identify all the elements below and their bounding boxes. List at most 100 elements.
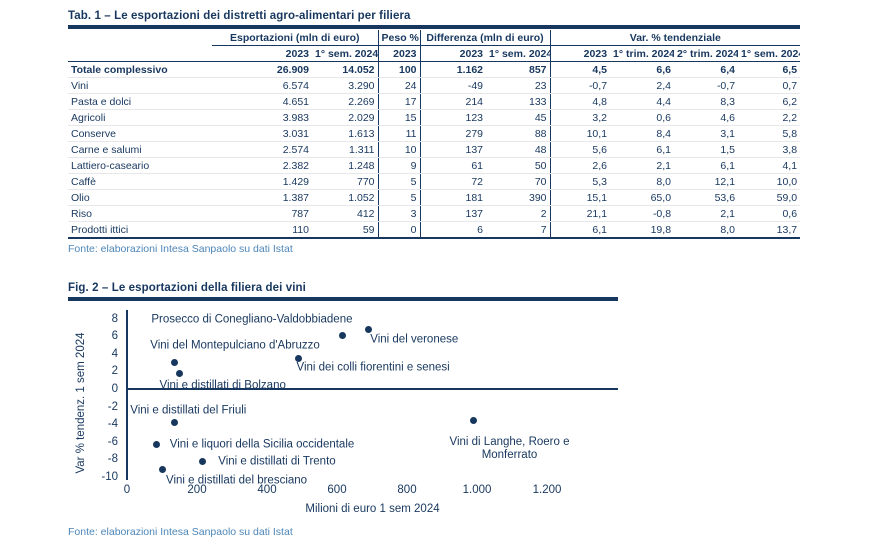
x-axis-zero-line	[127, 388, 618, 390]
cell-value: 181	[420, 189, 487, 206]
y-tick-label: -2	[107, 400, 118, 413]
data-point-label: Vini e liquori della Sicilia occidentale	[169, 438, 355, 451]
cell-value: 2,4	[610, 77, 675, 94]
cell-value: 19,8	[610, 221, 675, 239]
cell-value: 4.651	[212, 93, 312, 110]
column-header: 1° trim. 2024	[610, 45, 675, 62]
cell-value: 1.311	[312, 141, 379, 158]
cell-value: 14.052	[312, 61, 379, 78]
data-point-label: Vini e distillati di Trento	[218, 455, 336, 468]
cell-value: 2.029	[312, 109, 379, 126]
cell-value: 5,6	[550, 141, 611, 158]
cell-value: 3,1	[674, 125, 739, 142]
data-point	[198, 457, 206, 465]
cell-value: 5	[378, 189, 421, 206]
exports-table: Esportazioni (mln di euro) Peso % Differen…	[68, 30, 801, 239]
table-row: Caffè 1.429 770 5 72 70 5,3 8,0 12,1 10,0	[68, 173, 801, 190]
cell-value: 1.387	[212, 189, 312, 206]
column-header: 2023	[212, 45, 312, 62]
row-label: Olio	[68, 189, 212, 206]
data-point	[170, 418, 178, 426]
cell-value: 88	[486, 125, 551, 142]
cell-value: 3,2	[550, 109, 611, 126]
table-row: Agricoli 3.983 2.029 15 123 45 3,2 0,6 4,6 2,2	[68, 109, 801, 126]
cell-value: 1.162	[420, 61, 487, 78]
cell-value: 0,6	[610, 109, 675, 126]
cell-value: 2,6	[550, 157, 611, 174]
cell-value: 857	[486, 61, 551, 78]
cell-value: 214	[420, 93, 487, 110]
cell-value: 70	[486, 173, 551, 190]
column-header: 2023	[550, 45, 611, 62]
cell-value: -0,7	[674, 77, 739, 94]
data-point-label: Vini e distillati del bresciano	[166, 474, 308, 487]
table-subheader-row: 2023 1° sem. 2024 2023 2023 1° sem. 2024 2023…	[68, 45, 801, 62]
cell-value: 4,1	[738, 157, 801, 174]
cell-value: 59,0	[738, 189, 801, 206]
cell-value: 123	[420, 109, 487, 126]
x-tick-label: 400	[257, 484, 277, 496]
cell-value: 26.909	[212, 61, 312, 78]
cell-value: 8,3	[674, 93, 739, 110]
data-point	[158, 466, 166, 474]
group-header: Var. % tendenziale	[550, 30, 801, 46]
cell-value: 45	[486, 109, 551, 126]
figure2-source: Fonte: elaborazioni Intesa Sanpaolo su d…	[68, 526, 293, 538]
x-tick-label: 1.000	[462, 484, 492, 496]
group-header: Differenza (mln di euro)	[420, 30, 551, 46]
table-row: Vini 6.574 3.290 24 -49 23 -0,7 2,4 -0,7 0,7	[68, 77, 801, 94]
row-label: Pasta e dolci	[68, 93, 212, 110]
cell-value: 61	[420, 157, 487, 174]
cell-value: 65,0	[610, 189, 675, 206]
column-header: 1° sem. 2024	[312, 45, 379, 62]
data-point	[365, 325, 372, 333]
y-tick-label: 6	[111, 330, 118, 343]
cell-value: 5,3	[550, 173, 611, 190]
cell-value: 0	[378, 221, 421, 239]
data-point-label: Prosecco di Conegliano-Valdobbiadene	[151, 313, 353, 326]
y-tick-label: -6	[107, 435, 118, 448]
cell-value: 770	[312, 173, 379, 190]
y-tick-label: 2	[111, 365, 118, 378]
table-group-header-row: Esportazioni (mln di euro) Peso % Differen…	[68, 30, 801, 46]
x-axis-label: Milioni di euro 1 sem 2024	[305, 503, 440, 515]
report-page: Tab. 1 – Le esportazioni dei distretti a…	[68, 10, 801, 538]
data-point	[170, 359, 178, 367]
table1-title: Tab. 1 – Le esportazioni dei distretti a…	[68, 10, 800, 29]
cell-value: 8,4	[610, 125, 675, 142]
cell-value: 0,6	[738, 205, 801, 222]
data-point	[153, 440, 161, 448]
cell-value: 2.382	[212, 157, 312, 174]
cell-value: 110	[212, 221, 312, 239]
cell-value: 3.983	[212, 109, 312, 126]
cell-value: 50	[486, 157, 551, 174]
table-row: Carne e salumi 2.574 1.311 10 137 48 5,6 6,1 1,5…	[68, 141, 801, 158]
table-row: Olio 1.387 1.052 5 181 390 15,1 65,0 53,6 59,0	[68, 189, 801, 206]
cell-value: 6,1	[550, 221, 611, 239]
table-row: Prodotti ittici 110 59 0 6 7 6,1 19,8 8,0 13,7	[68, 221, 801, 239]
cell-value: 17	[378, 93, 421, 110]
column-header: 2023	[378, 45, 421, 62]
cell-value: 3.290	[312, 77, 379, 94]
cell-value: 5	[378, 173, 421, 190]
cell-value: 21,1	[550, 205, 611, 222]
cell-value: 8,0	[674, 221, 739, 239]
data-point	[470, 417, 477, 425]
data-point	[295, 354, 302, 362]
cell-value: 15,1	[550, 189, 611, 206]
data-point-label: Vini di Langhe, Roero e Monferrato	[449, 435, 570, 461]
cell-value: 1.052	[312, 189, 379, 206]
cell-value: 48	[486, 141, 551, 158]
cell-value: 15	[378, 109, 421, 126]
group-header	[68, 30, 212, 46]
cell-value: 412	[312, 205, 379, 222]
row-label: Riso	[68, 205, 212, 222]
row-label: Vini	[68, 77, 212, 94]
cell-value: 1,5	[674, 141, 739, 158]
row-label: Caffè	[68, 173, 212, 190]
cell-value: 6,1	[674, 157, 739, 174]
data-point	[176, 369, 183, 377]
cell-value: 3.031	[212, 125, 312, 142]
cell-value: 53,6	[674, 189, 739, 206]
cell-value: 1.429	[212, 173, 312, 190]
